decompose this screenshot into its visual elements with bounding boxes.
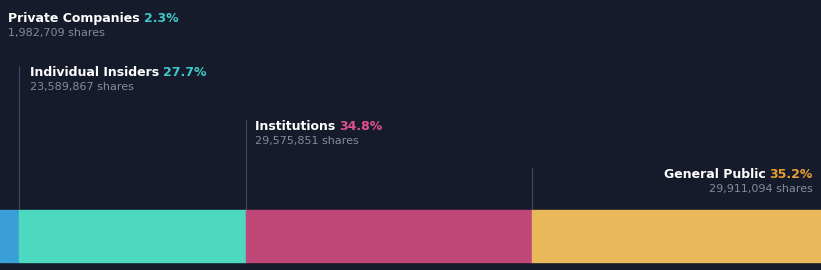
- Bar: [0, 210, 19, 262]
- Text: 34.8%: 34.8%: [340, 120, 383, 133]
- Bar: [532, 210, 821, 262]
- Text: General Public: General Public: [663, 168, 769, 181]
- Text: 2.3%: 2.3%: [144, 12, 179, 25]
- Text: 1,982,709 shares: 1,982,709 shares: [8, 28, 105, 38]
- Text: Private Companies: Private Companies: [8, 12, 144, 25]
- Text: 29,575,851 shares: 29,575,851 shares: [255, 136, 359, 146]
- Text: 23,589,867 shares: 23,589,867 shares: [30, 82, 134, 92]
- Text: 35.2%: 35.2%: [769, 168, 813, 181]
- Bar: [246, 210, 532, 262]
- Text: Individual Insiders: Individual Insiders: [30, 66, 163, 79]
- Text: Institutions: Institutions: [255, 120, 340, 133]
- Text: 27.7%: 27.7%: [163, 66, 207, 79]
- Bar: [19, 210, 246, 262]
- Text: 29,911,094 shares: 29,911,094 shares: [709, 184, 813, 194]
